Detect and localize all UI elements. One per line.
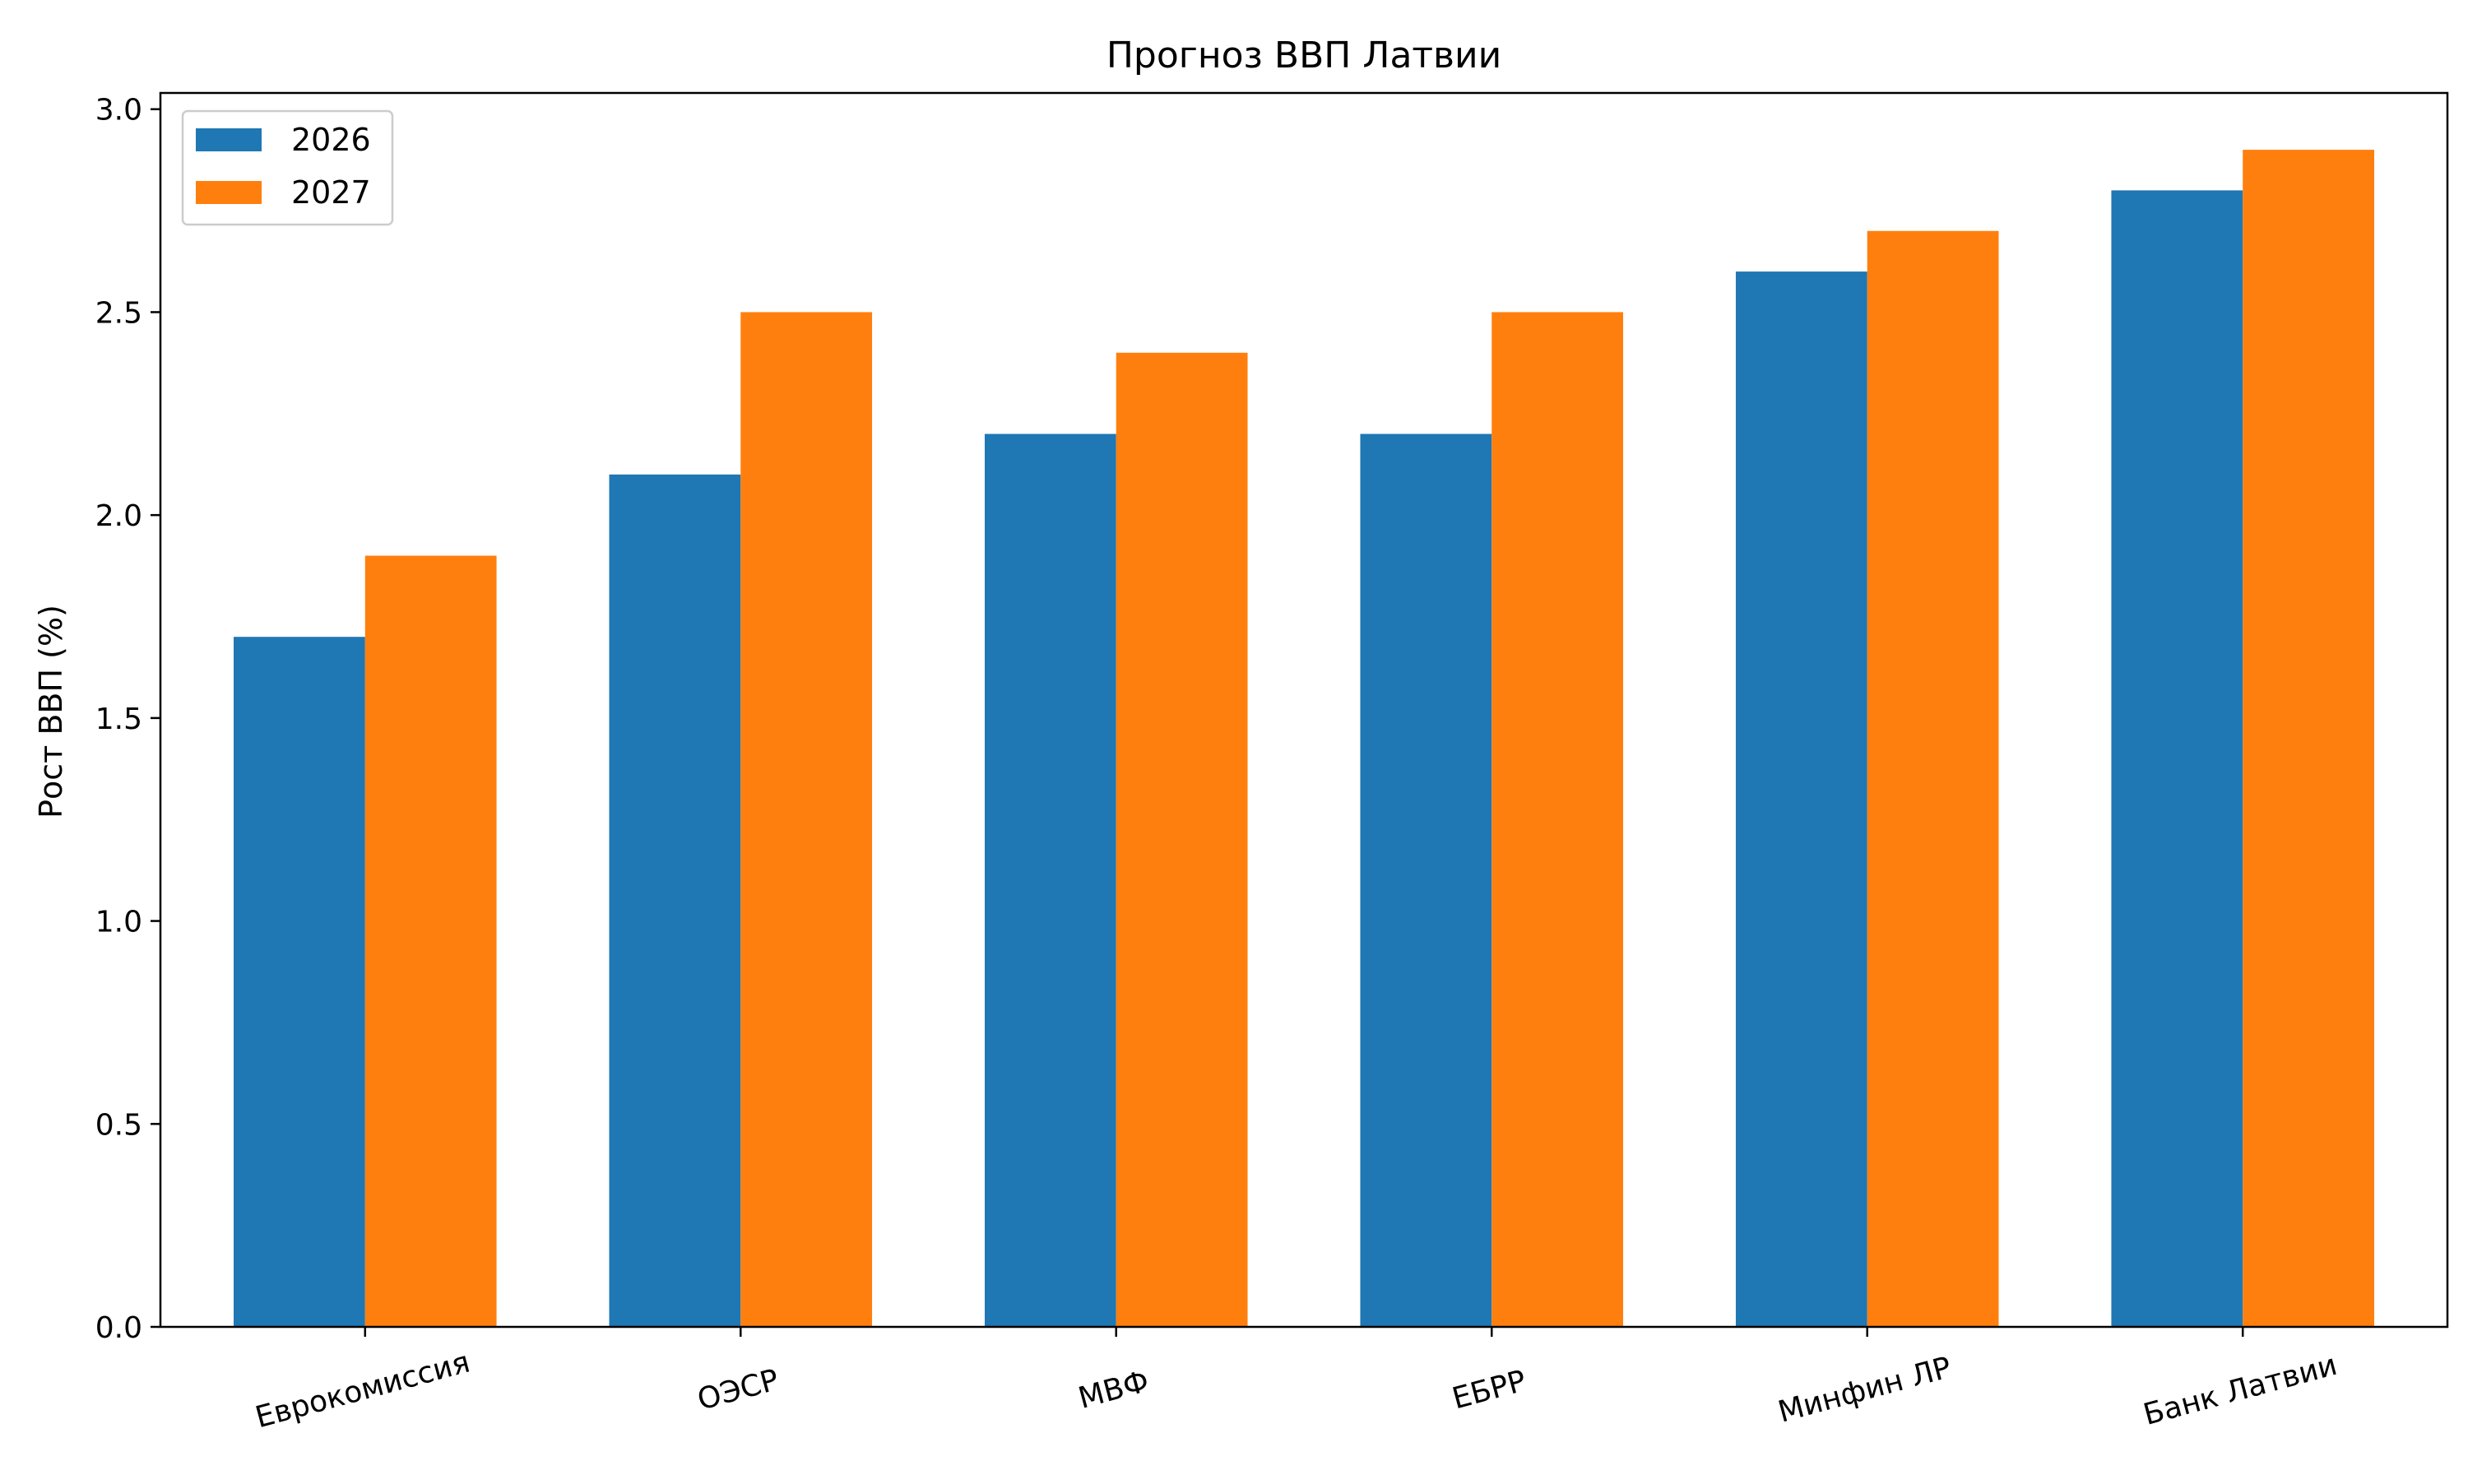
bar-2026-0 <box>234 637 365 1327</box>
chart-title: Прогноз ВВП Латвии <box>1106 35 1501 77</box>
y-tick-label: 2.0 <box>95 499 142 533</box>
bars-layer <box>234 150 2374 1328</box>
bar-2027-4 <box>1867 230 1999 1327</box>
bar-2027-5 <box>2243 150 2374 1327</box>
legend-label-2026: 2026 <box>291 122 371 158</box>
legend-swatch-2027 <box>196 181 262 204</box>
bar-2027-0 <box>364 555 497 1327</box>
y-axis-label: Рост ВВП (%) <box>33 605 69 819</box>
plot-frame <box>159 91 2449 1329</box>
bar-2026-3 <box>1360 434 1492 1328</box>
y-tick-label: 1.5 <box>95 703 142 736</box>
x-tick-label: ЕБРР <box>1449 1364 1529 1416</box>
bar-2026-2 <box>984 434 1116 1328</box>
bar-2026-4 <box>1735 271 1867 1328</box>
x-tick-label: ОЭСР <box>694 1363 783 1417</box>
legend-swatch-2026 <box>196 128 262 151</box>
bar-2027-1 <box>740 312 873 1327</box>
y-tick-label: 2.5 <box>95 296 142 330</box>
bar-2026-5 <box>2111 190 2243 1328</box>
bar-2027-3 <box>1491 312 1624 1327</box>
bar-2027-2 <box>1116 352 1248 1328</box>
bar-2026-1 <box>609 474 741 1327</box>
y-tick-label: 3.0 <box>95 94 142 128</box>
y-tick-label: 0.0 <box>95 1311 142 1345</box>
x-tick-label: Еврокомиссия <box>252 1345 473 1435</box>
legend: 2026 2027 <box>181 109 394 226</box>
x-tick-label: Минфин ЛР <box>1774 1351 1955 1429</box>
x-tick-label: Банк Латвии <box>2140 1348 2340 1432</box>
x-tick-label: МВФ <box>1075 1365 1153 1416</box>
y-tick-label: 0.5 <box>95 1108 142 1142</box>
y-tick-label: 1.0 <box>95 906 142 939</box>
legend-label-2027: 2027 <box>291 174 371 211</box>
